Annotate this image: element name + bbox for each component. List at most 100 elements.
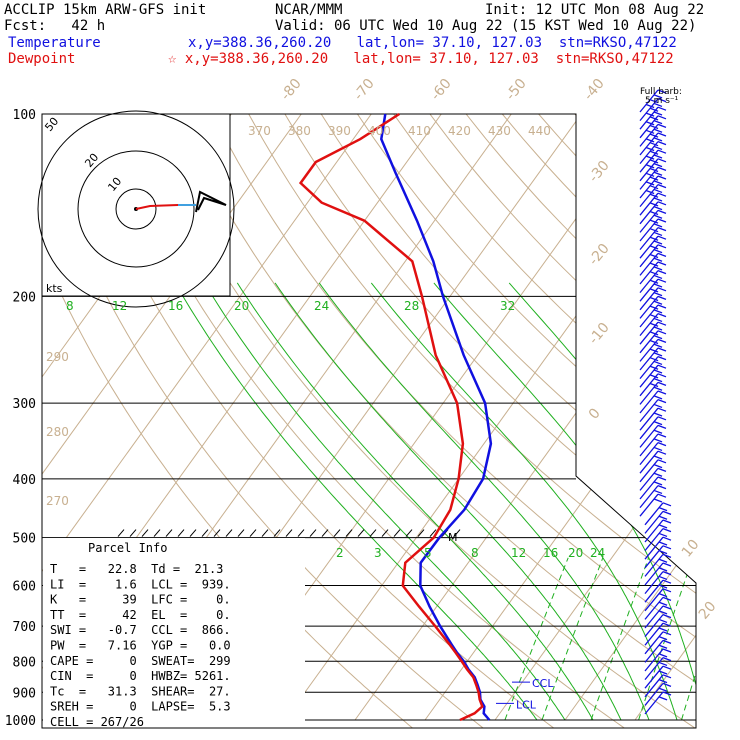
tick-mark (309, 529, 317, 537)
moist-adiabat-line (236, 282, 594, 721)
tick-mark (453, 529, 461, 537)
wind-barb (644, 571, 664, 595)
wind-barb (639, 338, 659, 362)
tick-mark (345, 529, 353, 537)
wind-barb-flag (657, 89, 667, 94)
wind-barb-flag (662, 579, 672, 584)
wind-barb-flag (653, 102, 663, 108)
wind-barb-flag (653, 266, 663, 271)
theta-label: 380 (288, 124, 311, 138)
wind-barb-flag (653, 283, 663, 288)
wind-barb-flag (653, 326, 663, 331)
wind-barb (644, 536, 664, 560)
dry-adiabat-line (42, 114, 490, 728)
wind-barb-flag (662, 656, 672, 662)
wind-barb (639, 424, 659, 448)
wind-barb-flag (653, 223, 663, 228)
wind-barb (639, 467, 659, 491)
wind-barb (644, 545, 664, 569)
dry-adiabat-line (683, 114, 696, 728)
parcel-info-row: CIN = 0 HWBZ= 5261. (50, 669, 231, 683)
wind-barb-flag (653, 498, 663, 503)
wind-barb-flag (657, 493, 667, 498)
wind-barb-flag (657, 484, 667, 490)
tick-mark (417, 529, 425, 537)
parcel-info-row: TT = 42 EL = 0. (50, 608, 231, 622)
mixing-ratio-label: 16 (543, 546, 558, 560)
model-title: ACCLIP 15km ARW-GFS init (4, 2, 207, 18)
wind-barb-flag (649, 253, 659, 259)
wind-barb-flag (653, 163, 663, 168)
wind-barb (644, 657, 664, 681)
wind-barb-flag (658, 670, 668, 675)
moist-adiabat-label: 24 (314, 299, 329, 313)
wind-barb-flag (645, 155, 655, 160)
wind-barb-flag (653, 403, 663, 409)
wind-barb (639, 132, 659, 156)
hodograph-ring (77, 150, 195, 268)
wind-barb-flag (657, 201, 667, 206)
wind-barb (639, 459, 659, 483)
wind-barb-flag (653, 292, 663, 297)
wind-barb (639, 347, 659, 371)
wind-barb (644, 631, 664, 655)
pressure-label: 400 (13, 473, 36, 488)
wind-barb-flag (649, 193, 659, 198)
parcel-info-box (43, 538, 305, 727)
ccl-label: CCL (532, 677, 554, 690)
wind-barb-flag (662, 665, 672, 670)
wind-barb-flag (657, 390, 667, 395)
wind-barb (639, 407, 659, 431)
wind-barb (639, 235, 659, 259)
wind-barb-flag (649, 202, 659, 207)
wind-barb-flag (657, 476, 667, 481)
pressure-label: 1000 (5, 714, 36, 729)
dry-adiabat-line (67, 114, 561, 728)
wind-barb-flag (653, 481, 663, 486)
wind-barb-flag (649, 314, 659, 319)
wind-barb-flag (662, 605, 672, 610)
isotherm-line (705, 114, 740, 720)
moist-adiabat-line (203, 282, 566, 721)
pressure-label: 100 (13, 108, 36, 123)
wind-barb-flag (649, 236, 659, 241)
wind-barb (644, 528, 664, 552)
hodograph-ring (115, 188, 157, 230)
wind-barb (639, 270, 659, 294)
pressure-label: 600 (13, 580, 36, 595)
moist-adiabat-line (596, 282, 696, 721)
wind-barb (639, 287, 659, 311)
wind-barb-flag (653, 249, 663, 254)
wind-barb-flag (649, 262, 659, 267)
theta-label: 290 (46, 350, 69, 364)
moist-adiabat-line (370, 282, 678, 721)
wind-barb-flag (649, 374, 659, 379)
tick-mark (357, 529, 365, 537)
mixing-ratio-line (713, 558, 740, 720)
wind-barb-flag (662, 519, 672, 524)
wind-barb-flag (657, 424, 667, 430)
theta-label: 370 (248, 124, 271, 138)
wind-barb-flag (662, 682, 672, 688)
tick-mark (129, 529, 137, 537)
mixing-ratio-line (504, 557, 569, 721)
wind-barb-flag (662, 527, 672, 533)
wind-barb-flag (649, 322, 659, 327)
tick-mark (285, 529, 293, 537)
wind-barb-flag (645, 121, 655, 126)
pressure-label: 800 (13, 655, 36, 670)
wind-barb-flag (649, 219, 659, 224)
wind-barb-flag (658, 567, 668, 572)
wind-barb-flag (653, 180, 663, 185)
dewpoint-profile (298, 112, 484, 722)
wind-barb-flag (653, 274, 663, 280)
wind-barb-flag (653, 231, 663, 237)
wind-barb-flag (649, 305, 659, 310)
theta-label: 420 (448, 124, 471, 138)
mixing-ratio-label: 5 (424, 546, 432, 560)
wind-barb-flag (649, 279, 659, 284)
wind-barb-flag (653, 378, 663, 383)
wind-barb (639, 381, 659, 405)
moist-adiabat-label: 20 (234, 299, 249, 313)
wind-barb-flag (662, 545, 672, 550)
